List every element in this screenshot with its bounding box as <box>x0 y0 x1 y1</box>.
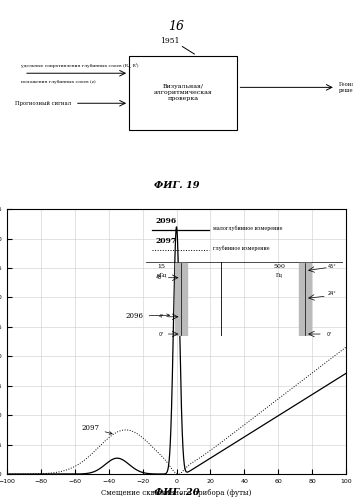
Text: ФИГ. 19: ФИГ. 19 <box>154 181 199 190</box>
Text: Геонавигационное
решение: Геонавигационное решение <box>339 82 353 93</box>
Text: 2097: 2097 <box>82 424 112 434</box>
FancyBboxPatch shape <box>129 55 238 130</box>
Text: 16: 16 <box>168 20 185 33</box>
Text: положения глубинных слоев (z): положения глубинных слоев (z) <box>20 80 95 84</box>
Text: Визуальная/
алгоритмическая
проверка: Визуальная/ алгоритмическая проверка <box>154 84 213 101</box>
Text: 1951: 1951 <box>160 37 179 45</box>
Text: удельные сопротивления глубинных слоев (R₀, Rᴵ): удельные сопротивления глубинных слоев (… <box>20 63 138 68</box>
Text: 2096: 2096 <box>126 312 169 320</box>
Text: ФИГ. 20: ФИГ. 20 <box>154 488 199 497</box>
X-axis label: Смещение скважинного прибора (футы): Смещение скважинного прибора (футы) <box>101 490 252 498</box>
Text: Прогнозный сигнал: Прогнозный сигнал <box>15 101 71 106</box>
